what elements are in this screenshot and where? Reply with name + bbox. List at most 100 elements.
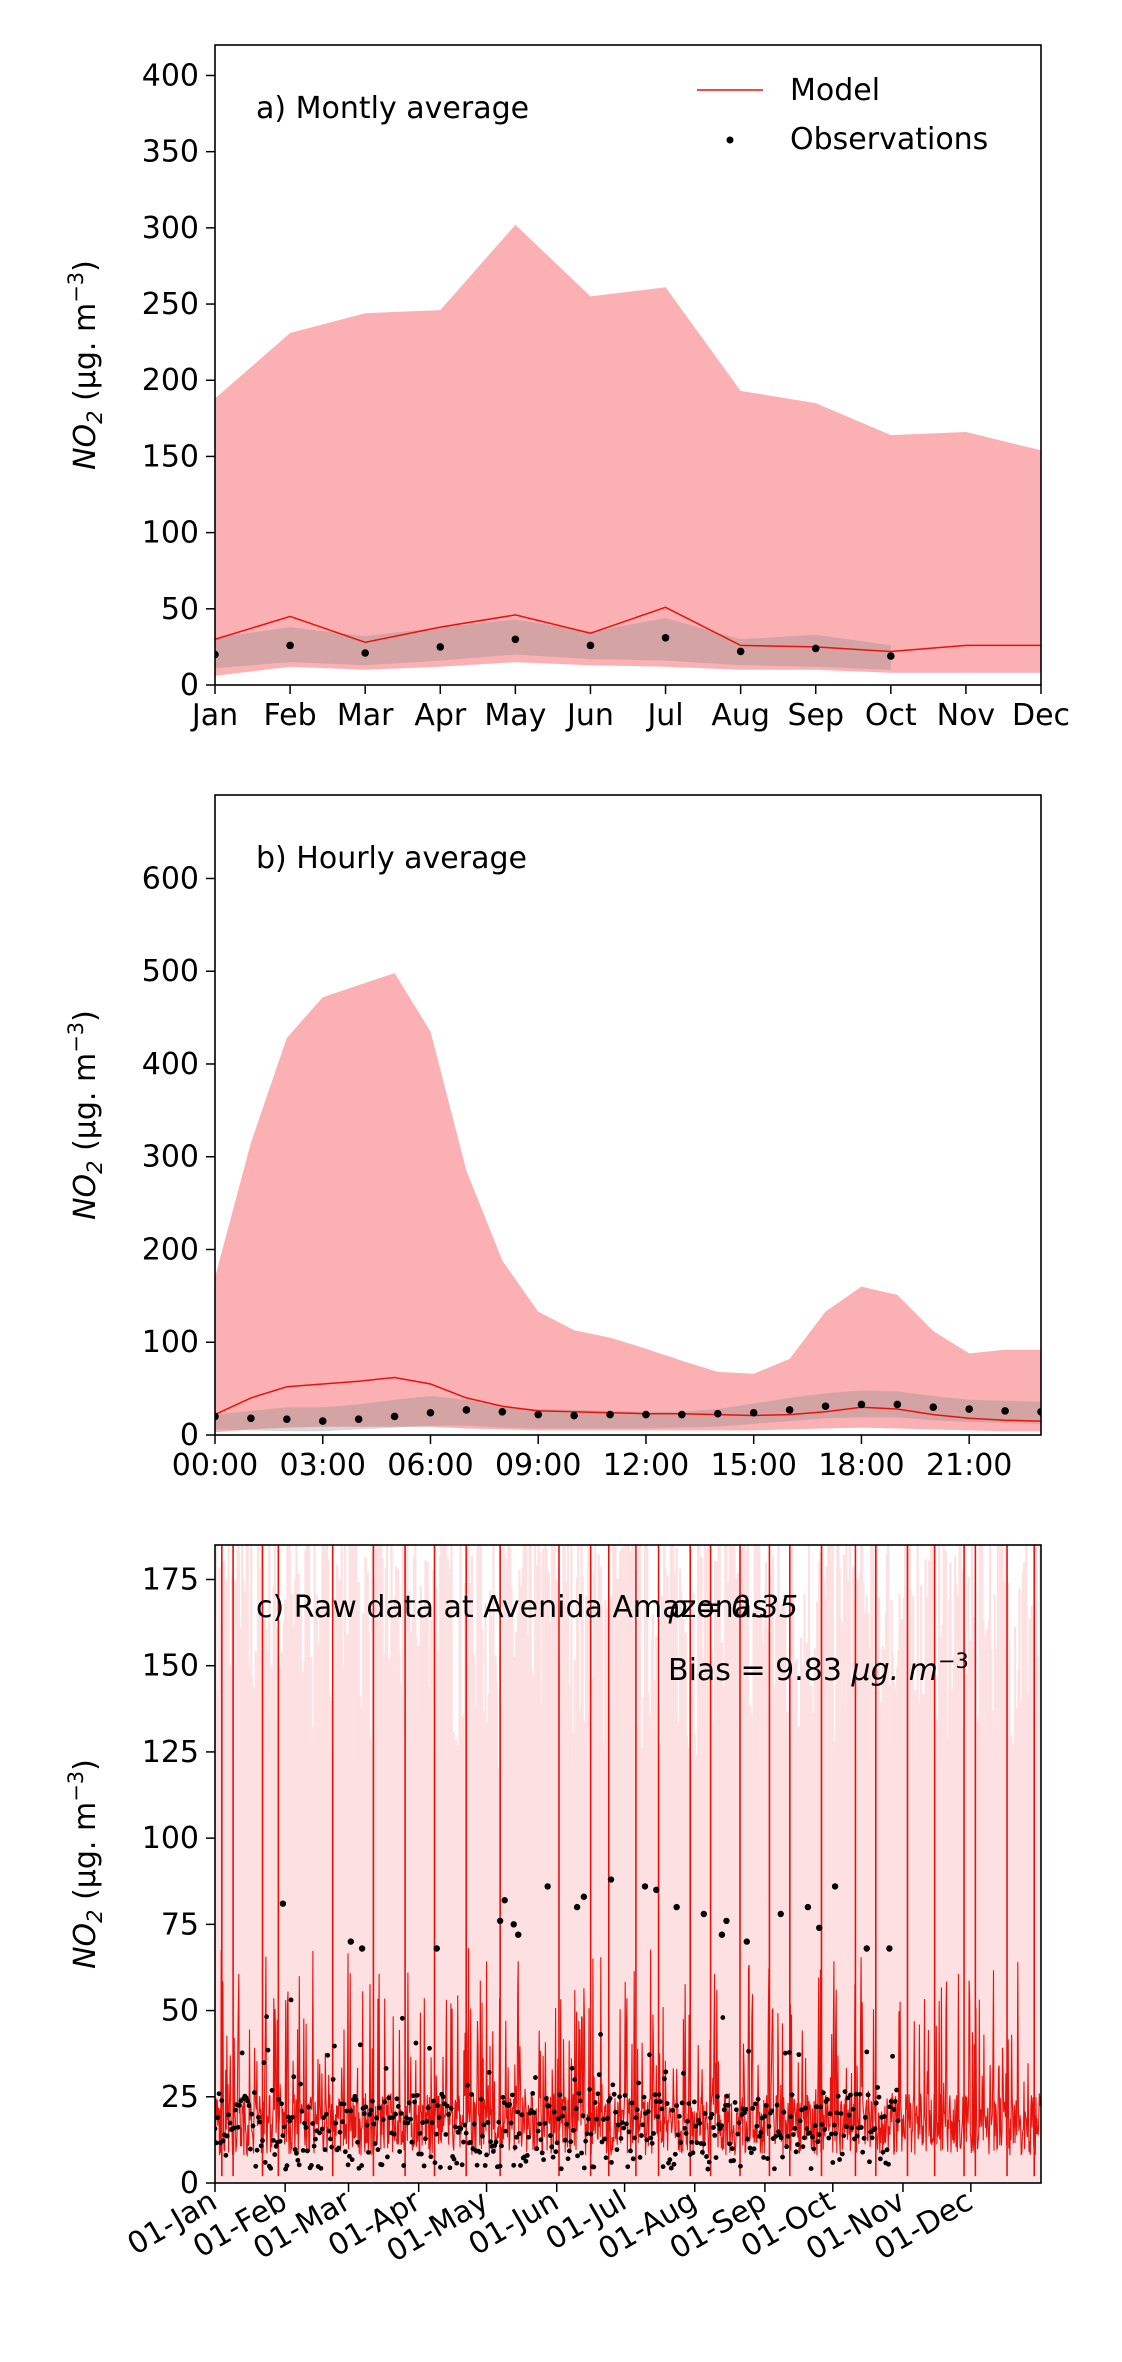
c-observation-point xyxy=(792,2126,798,2131)
c-observation-point xyxy=(444,2103,450,2109)
c-observation-point xyxy=(812,2123,818,2129)
c-observation-point xyxy=(359,2163,365,2168)
c-observation-point xyxy=(793,2149,799,2155)
c-observation-point xyxy=(429,2120,435,2126)
c-observation-point xyxy=(598,2032,604,2037)
c-observation-point xyxy=(647,2052,652,2058)
c-observation-point xyxy=(425,2105,431,2111)
c-observation-point xyxy=(455,2130,461,2135)
a-observation-point xyxy=(436,643,445,651)
panel-a-monthly: 0 50 100 150 200 250 300 350 400 Jan Feb Mar Apr May… xyxy=(64,44,1070,733)
c-observation-point xyxy=(440,2094,446,2100)
a-ylabel-sub: 2 xyxy=(83,410,107,423)
c-observation-point xyxy=(516,2131,522,2137)
c-observation-point xyxy=(800,2144,806,2150)
c-observation-point xyxy=(435,2103,441,2109)
c-observation-point xyxy=(705,2166,711,2172)
c-observation-point xyxy=(682,2125,688,2131)
c-observation-point xyxy=(808,2166,814,2172)
c-observation-point xyxy=(761,2155,766,2160)
c-observation-point xyxy=(256,2114,261,2120)
c-observation-point xyxy=(310,2121,316,2126)
c-observation-point xyxy=(766,2123,772,2129)
c-observation-point xyxy=(363,2104,369,2110)
c-observation-point xyxy=(549,2144,555,2150)
b-ylabel-units: (μg. m xyxy=(68,1053,103,1161)
c-observation-point xyxy=(690,2150,696,2156)
b-observation-point xyxy=(1001,1407,1009,1415)
a-xtick-label: Dec xyxy=(1012,698,1070,733)
c-observation-point xyxy=(246,2103,252,2108)
c-observation-point xyxy=(511,2162,517,2168)
b-observation-point xyxy=(1037,1408,1041,1416)
c-observation-point xyxy=(541,2157,546,2163)
c-observation-point xyxy=(488,2139,494,2145)
c-observation-point xyxy=(664,2101,670,2106)
b-ylabel-main: NO xyxy=(68,1174,103,1220)
c-observation-point xyxy=(332,2043,337,2049)
c-observation-point xyxy=(321,2115,327,2121)
c-observation-point xyxy=(561,2105,567,2111)
c-observation-point xyxy=(542,2120,548,2126)
b-observation-point xyxy=(606,1410,614,1419)
c-observation-point xyxy=(895,2118,901,2124)
c-observation-peak-point xyxy=(718,1931,726,1938)
c-observation-point xyxy=(676,2113,682,2119)
a-ytick-label: 300 xyxy=(142,211,199,246)
a-xtick-label: Jul xyxy=(645,698,683,733)
b-observation-points xyxy=(215,1400,1041,1425)
c-observation-point xyxy=(490,2148,496,2154)
c-observation-point xyxy=(721,2107,727,2113)
c-observation-point xyxy=(239,2050,245,2056)
c-observation-point xyxy=(784,2144,790,2150)
c-observation-point xyxy=(410,2093,416,2099)
c-observation-point xyxy=(876,2094,882,2100)
c-observation-point xyxy=(869,2135,875,2141)
c-observation-point xyxy=(393,2111,398,2117)
c-observation-point xyxy=(317,2130,322,2136)
a-ytick-label: 100 xyxy=(142,516,199,551)
b-y-axis-ticks: 0 100 200 300 400 500 600 xyxy=(142,861,215,1453)
b-observation-point xyxy=(215,1412,219,1421)
c-observation-point xyxy=(592,2100,598,2105)
c-observation-point xyxy=(591,2164,597,2170)
c-observation-point xyxy=(289,2114,295,2120)
c-observation-point xyxy=(366,2149,371,2155)
c-observation-point xyxy=(744,2136,750,2142)
b-model-mean-line xyxy=(215,1376,1041,1422)
c-observation-point xyxy=(797,2118,803,2124)
c-observation-point xyxy=(302,2120,308,2126)
c-observation-point xyxy=(872,2126,878,2132)
c-observation-point xyxy=(484,2152,489,2158)
c-observation-point xyxy=(478,2096,484,2102)
c-ytick-label: 150 xyxy=(142,1649,199,1684)
c-observation-point xyxy=(547,2133,553,2138)
a-ytick-label: 0 xyxy=(180,668,199,703)
c-observation-point xyxy=(482,2163,488,2168)
c-observation-point xyxy=(788,2114,794,2120)
c-observation-point xyxy=(875,2085,881,2090)
c-observation-point xyxy=(500,2094,506,2100)
c-observation-peak-point xyxy=(863,1945,870,1952)
c-observation-peak-point xyxy=(358,1945,366,1952)
c-observation-point xyxy=(774,2102,780,2108)
c-observation-peak-point xyxy=(831,1883,839,1890)
c-observation-point xyxy=(614,2147,620,2153)
c-observation-point xyxy=(886,2161,891,2167)
c-observation-point xyxy=(296,2162,302,2168)
c-observation-point xyxy=(423,2136,428,2142)
c-observation-point xyxy=(414,2092,420,2098)
c-ytick-label: 0 xyxy=(180,2166,199,2201)
c-observation-point xyxy=(406,2100,412,2106)
c-observation-point xyxy=(245,2098,250,2104)
c-observation-point xyxy=(804,2126,810,2132)
a-panel-annotation: a) Montly average xyxy=(256,91,529,126)
c-observation-point xyxy=(535,2128,541,2134)
a-observations-range-band xyxy=(215,618,891,670)
c-observation-point xyxy=(264,2014,269,2020)
b-xtick-label: 12:00 xyxy=(603,1448,689,1483)
c-observation-point xyxy=(361,2111,367,2117)
b-ytick-label: 100 xyxy=(142,1325,199,1360)
c-observation-point xyxy=(683,2131,689,2136)
a-observation-point xyxy=(286,641,294,650)
